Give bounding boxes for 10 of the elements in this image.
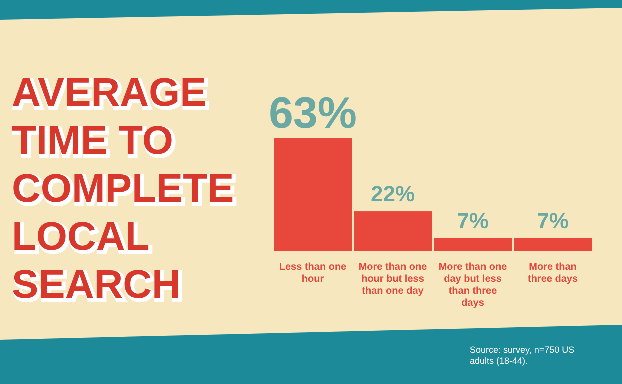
- x-tick-label: More than three days: [528, 262, 578, 285]
- x-tick-label: More than one day but less than three days: [438, 262, 508, 309]
- chart-title: AVERAGE TIME TO COMPLETE LOCAL SEARCH: [12, 71, 234, 307]
- data-label: 7%: [537, 208, 569, 234]
- source-note: Source: survey, n=750 US adults (18-44).: [470, 345, 575, 366]
- data-label: 63%: [268, 89, 358, 138]
- data-label: 7%: [457, 208, 489, 234]
- x-tick-label: More than one hour but less than one day: [358, 262, 428, 297]
- x-tick-label: Less than one hour: [279, 262, 348, 285]
- data-label: 22%: [370, 182, 416, 207]
